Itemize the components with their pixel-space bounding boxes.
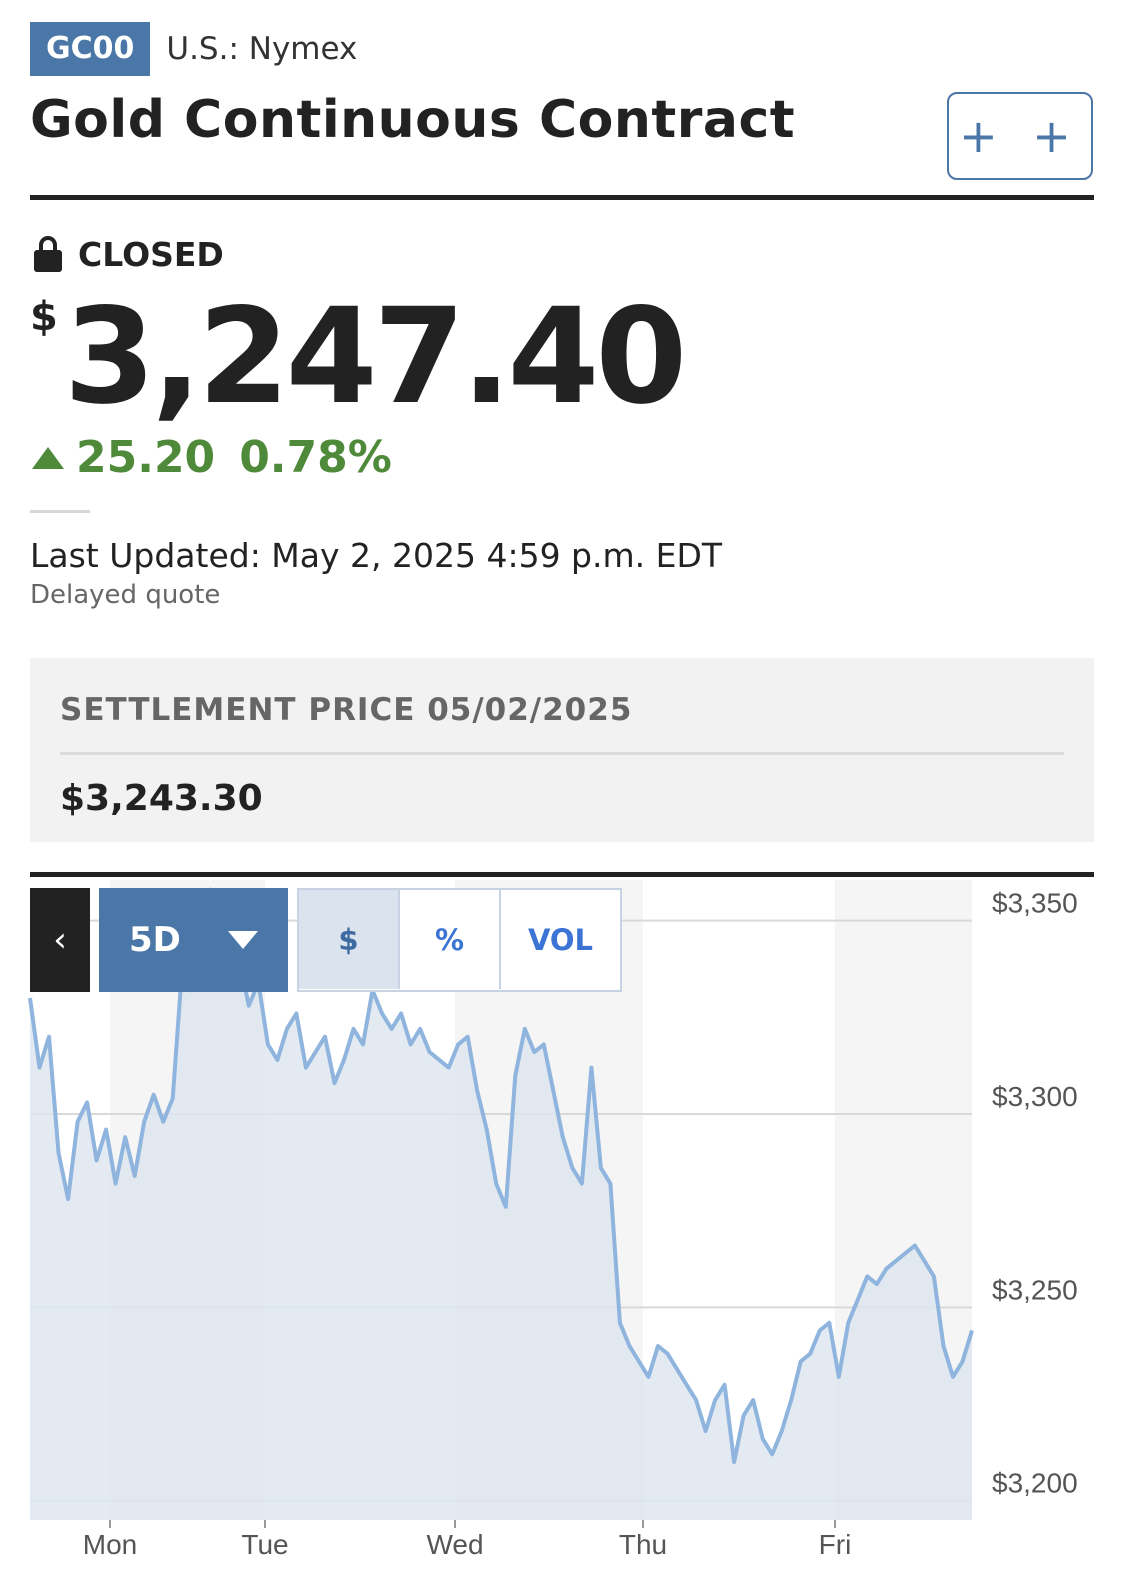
y-tick-label: $3,250: [992, 1274, 1078, 1305]
settlement-panel: SETTLEMENT PRICE 05/02/2025 $3,243.30: [30, 658, 1094, 842]
lock-icon: [34, 234, 62, 274]
chart-controls: ‹ 5D $ % VOL: [30, 888, 622, 992]
settlement-label: SETTLEMENT PRICE 05/02/2025: [60, 692, 633, 728]
chart-top-rule: [30, 872, 1094, 877]
delayed-quote-note: Delayed quote: [30, 580, 221, 610]
x-tick-label: Thu: [619, 1529, 667, 1560]
up-arrow-icon: [32, 446, 64, 469]
range-dropdown[interactable]: 5D: [99, 888, 288, 992]
mode-volume-button[interactable]: VOL: [527, 922, 594, 957]
last-updated: Last Updated: May 2, 2025 4:59 p.m. EDT: [30, 536, 723, 575]
y-tick-label: $3,300: [992, 1081, 1078, 1112]
change-percent: 0.78%: [239, 432, 392, 483]
change-points: 25.20: [76, 432, 216, 483]
x-tick-label: Fri: [819, 1529, 852, 1560]
exchange-label: U.S.: Nymex: [166, 31, 358, 67]
x-tick-label: Tue: [241, 1529, 288, 1560]
ticker-row: GC00 U.S.: Nymex: [30, 22, 357, 76]
page-title: Gold Continuous Contract: [30, 90, 796, 150]
y-tick-label: $3,200: [992, 1468, 1078, 1499]
market-status-label: CLOSED: [78, 234, 224, 274]
market-status: CLOSED: [34, 234, 224, 274]
currency-symbol: $: [30, 294, 58, 340]
mode-percent-button[interactable]: %: [400, 890, 501, 989]
price-area: [30, 889, 972, 1520]
range-label: 5D: [129, 920, 181, 960]
price-block: $ 3,247.40: [30, 280, 687, 434]
header-divider: [30, 195, 1094, 200]
settlement-value: $3,243.30: [60, 778, 263, 819]
ticker-badge: GC00: [30, 22, 151, 76]
chevron-left-icon[interactable]: ‹: [30, 888, 90, 992]
mode-dollar-button[interactable]: $: [299, 890, 400, 989]
x-tick-label: Mon: [83, 1529, 137, 1560]
price-change: 25.20 0.78%: [32, 432, 392, 483]
divider: [30, 510, 90, 513]
x-tick-label: Wed: [426, 1529, 483, 1560]
add-to-watchlist-button[interactable]: + +: [947, 92, 1093, 180]
chart-mode-toggle: $ % VOL: [297, 888, 622, 992]
caret-down-icon: [228, 931, 258, 949]
settlement-divider: [60, 752, 1064, 755]
y-tick-label: $3,350: [992, 888, 1078, 919]
last-price: 3,247.40: [63, 280, 687, 434]
